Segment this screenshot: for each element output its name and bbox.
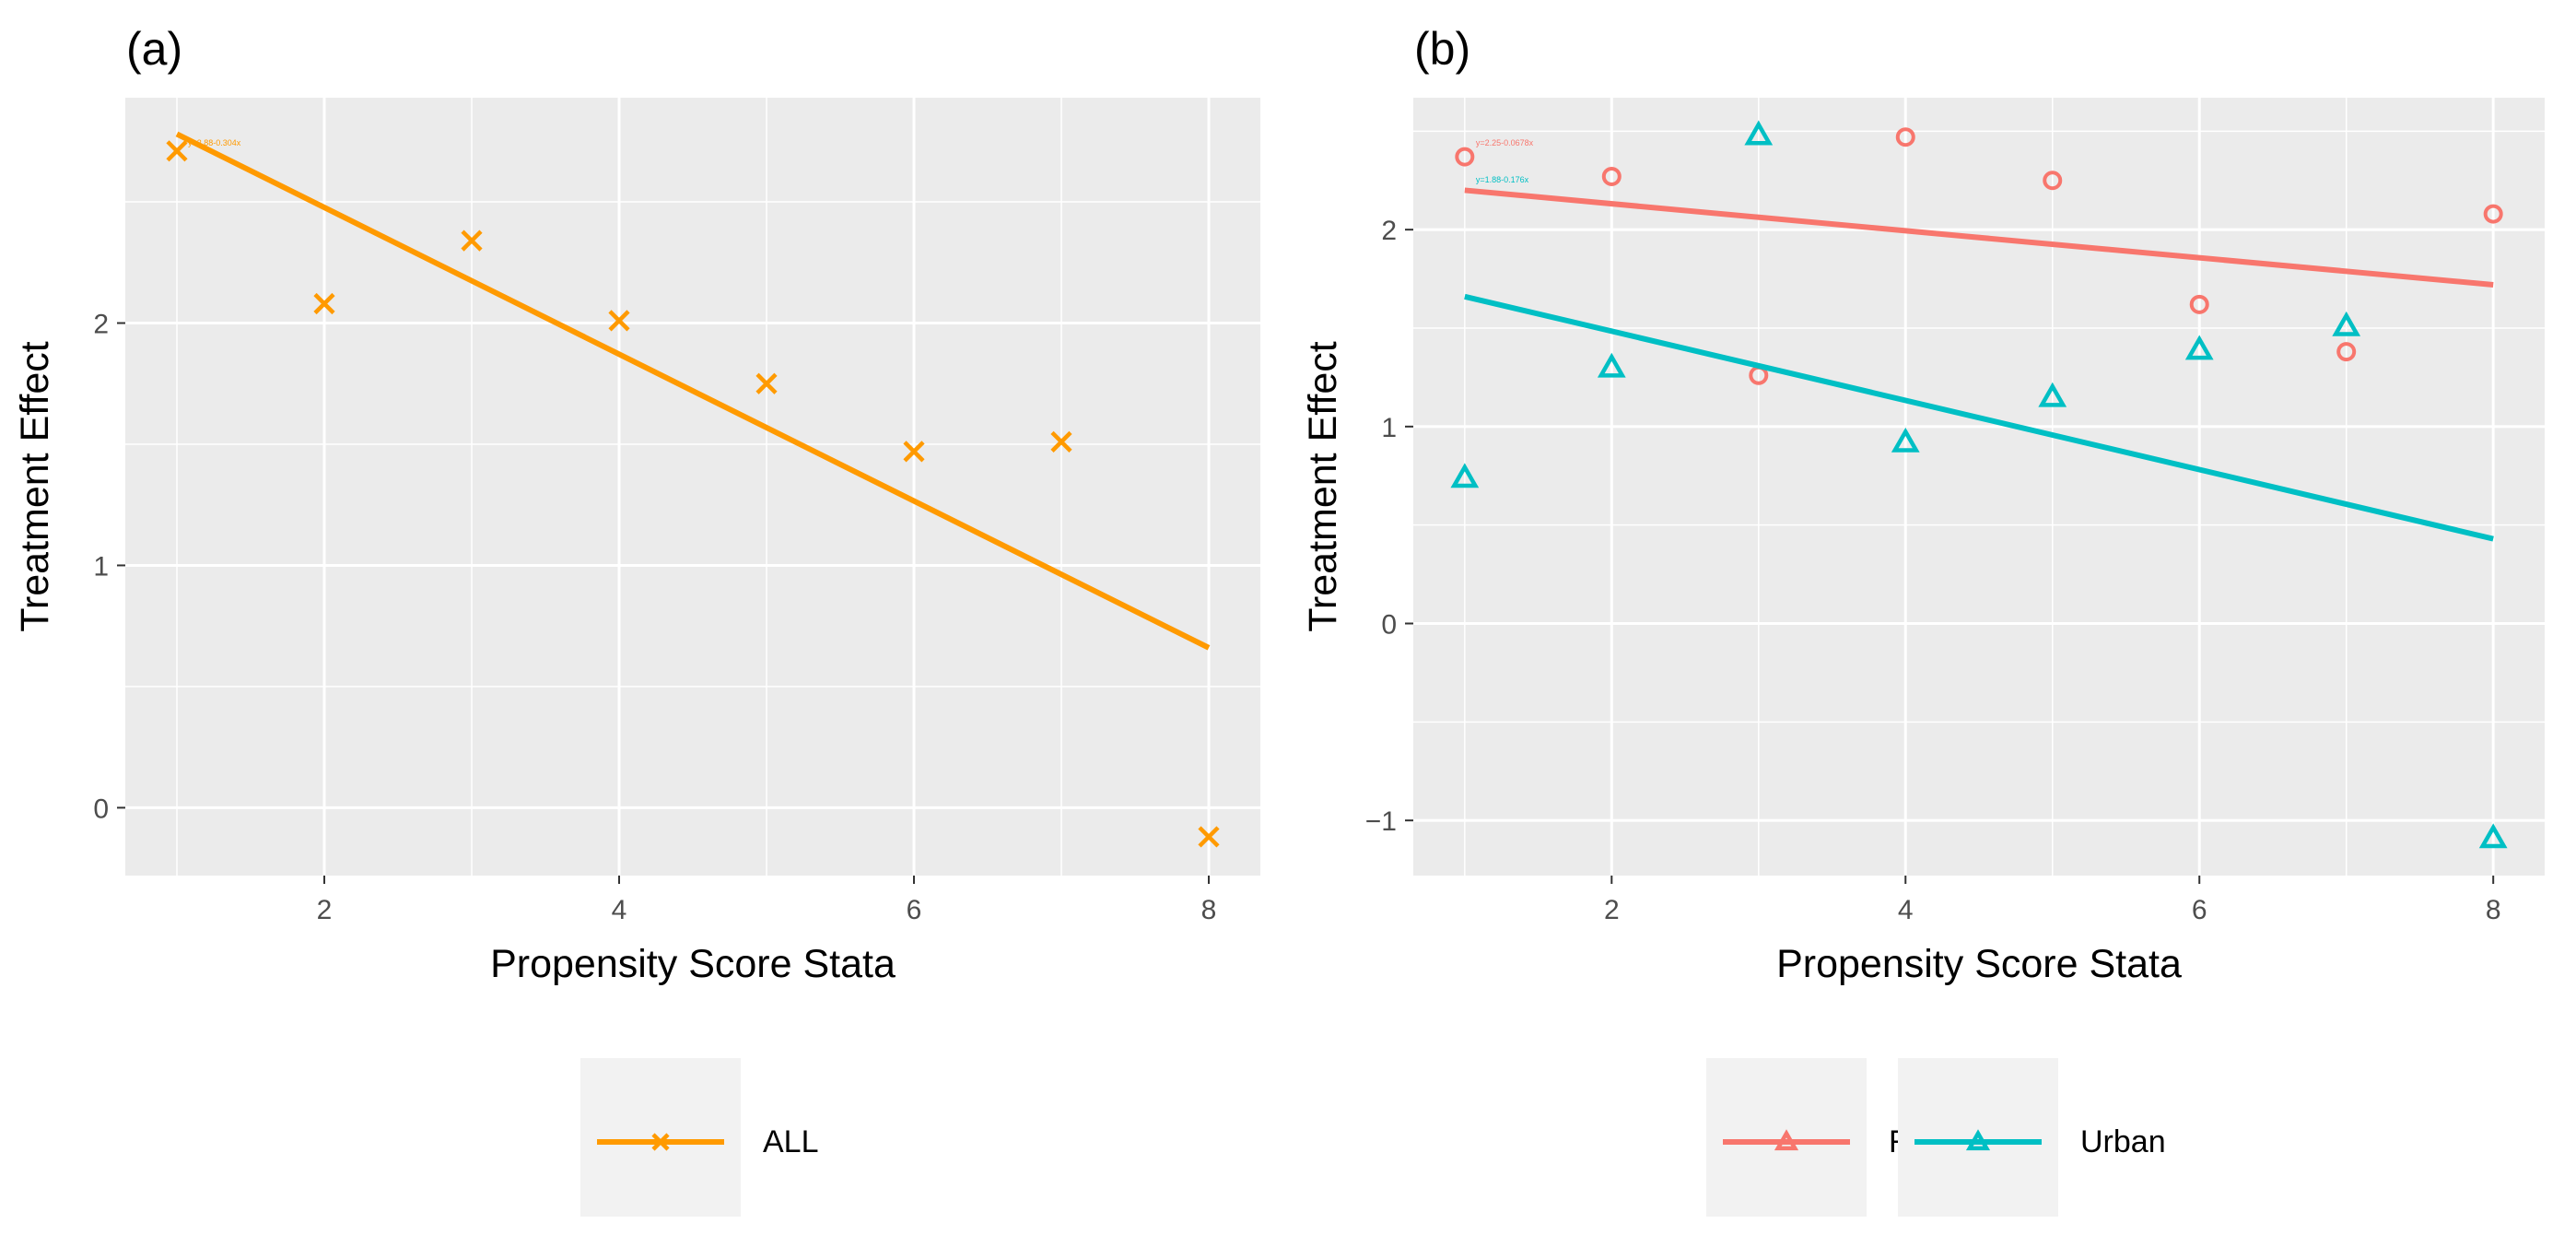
y-tick-label: 2 — [93, 310, 109, 340]
legend-item-all: ALL — [580, 1058, 819, 1217]
data-point — [608, 310, 630, 332]
data-point — [2038, 382, 2067, 407]
panel-b: 2 4 6 8 −1 0 1 2 Propensity Score Stata Treatment… — [1301, 23, 2545, 1217]
y-tick-label: 0 — [93, 794, 109, 824]
x-tick-label: 2 — [1604, 895, 1620, 925]
data-point — [2336, 342, 2357, 362]
y-tick-label: 2 — [1381, 216, 1397, 246]
series-urban: y=1.88-0.176x — [1450, 120, 2508, 849]
y-axis-title: Treatment Effect — [13, 341, 57, 632]
data-point — [461, 229, 483, 252]
data-point — [1895, 127, 1915, 147]
data-point — [1050, 430, 1072, 453]
x-axis-title: Propensity Score Stata — [1776, 942, 2182, 986]
panel-label: (b) — [1414, 23, 1470, 75]
y-tick-label: 0 — [1381, 610, 1397, 641]
x-axis-title: Propensity Score Stata — [490, 942, 896, 986]
series-all: y=2.88-0.304x — [166, 131, 1220, 848]
data-point — [313, 292, 335, 315]
plot-background — [1413, 98, 2545, 876]
series-rural: y=2.25-0.0678x — [1455, 127, 2503, 385]
data-point — [1597, 352, 1626, 378]
data-point — [755, 372, 778, 394]
panel-label: (a) — [126, 23, 182, 75]
data-point — [2332, 311, 2361, 336]
legend-label: Urban — [2080, 1124, 2166, 1159]
x-tick-label: 8 — [2486, 895, 2501, 925]
x-tick-label: 4 — [1898, 895, 1914, 925]
y-axis-title: Treatment Effect — [1301, 341, 1345, 632]
x-tick-label: 6 — [907, 895, 922, 925]
fit-line — [1464, 187, 2494, 288]
data-point — [1601, 166, 1622, 186]
data-point — [1198, 826, 1220, 848]
panel-a: 2 4 6 8 0 1 2 Propensity Score Stata Treatment E… — [13, 23, 1260, 1217]
fit-line — [1464, 293, 2494, 542]
data-point — [1744, 120, 1774, 146]
x-tick-label: 4 — [612, 895, 627, 925]
y-tick-label: −1 — [1365, 806, 1397, 837]
y-tick-label: 1 — [1381, 413, 1397, 443]
legend-key-background — [580, 1058, 741, 1217]
fit-line — [175, 131, 1211, 651]
x-tick-label: 6 — [2192, 895, 2207, 925]
data-point — [2184, 335, 2214, 360]
y-tick-label: 1 — [93, 551, 109, 582]
legend-item-urban: Urban — [1898, 1058, 2166, 1217]
data-point — [2483, 204, 2503, 224]
data-point — [1891, 427, 1920, 453]
data-point — [903, 441, 925, 463]
data-point — [166, 140, 188, 162]
data-point — [1455, 147, 1475, 167]
data-point — [2189, 294, 2209, 314]
data-point — [2043, 171, 2063, 191]
data-point — [2478, 823, 2508, 849]
legend-marker — [651, 1133, 670, 1151]
equation-label: y=2.25-0.0678x — [1476, 138, 1534, 147]
equation-label: y=1.88-0.176x — [1476, 175, 1529, 184]
equation-label: y=2.88-0.304x — [188, 138, 241, 147]
legend-label: ALL — [763, 1124, 819, 1159]
data-point — [1450, 463, 1480, 488]
legend-marker — [1965, 1129, 1991, 1151]
plot-background — [125, 98, 1260, 876]
legend-marker — [1774, 1129, 1799, 1151]
x-tick-label: 8 — [1201, 895, 1217, 925]
x-tick-label: 2 — [317, 895, 333, 925]
